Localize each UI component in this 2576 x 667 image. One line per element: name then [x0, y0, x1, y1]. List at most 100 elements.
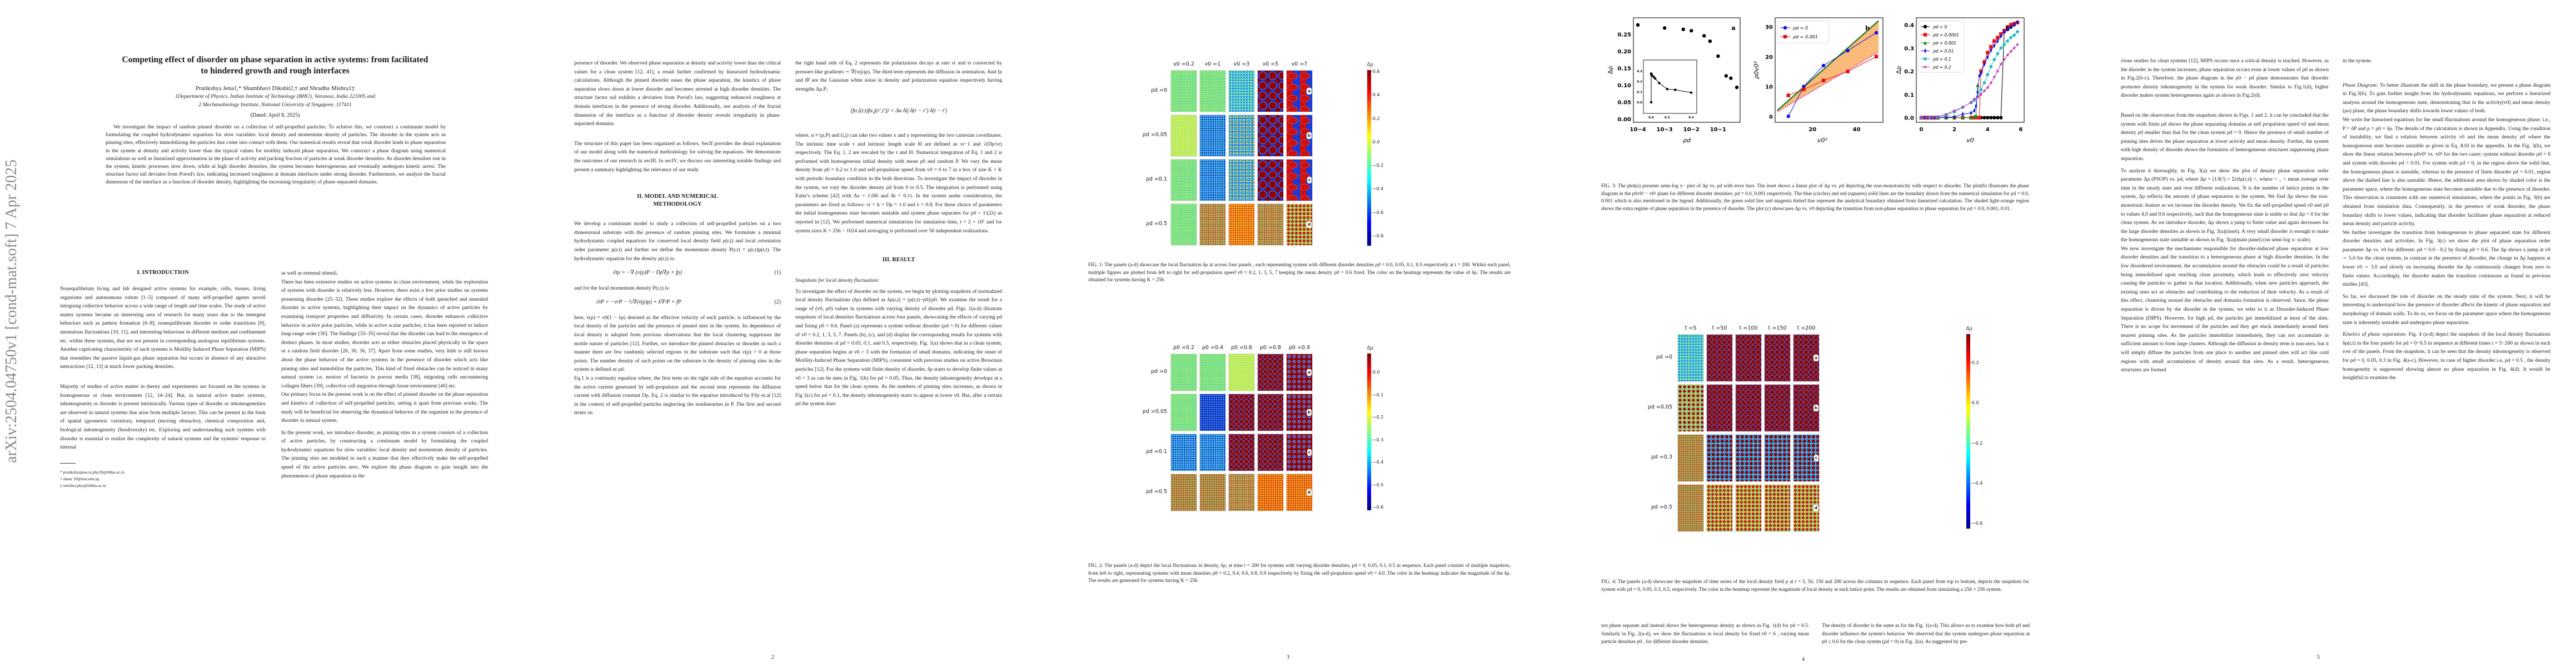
fig3c-x-tick: 2 [1952, 127, 1956, 133]
fig3b-data-point [1874, 31, 1879, 35]
fig3b-data-point [1786, 93, 1790, 97]
fig3c-data-point [1989, 45, 1993, 49]
fig4-heatmap-tile [1764, 484, 1791, 532]
fig2-heatmap-tile [1228, 474, 1255, 511]
fig3c-data-point [1986, 54, 1989, 60]
fig3c-data-point [1980, 71, 1982, 76]
fig1-colorbar-tick: -0.2 [1371, 116, 1380, 121]
page-3: v0 =0.2 v0 =1 v0 =3 v0 =5 v0 =7 ρd =0 a ρd =0.0… [1030, 0, 1546, 667]
paragraph: We write the linearised equations for th… [2343, 116, 2550, 227]
section-heading-model: II. MODEL AND NUMERICAL METHODOLOGY [637, 193, 718, 208]
fig4-colorbar-tick: -−0.4 [1970, 480, 1983, 486]
fig1-heatmap-tile [1228, 115, 1255, 157]
fig1-colorbar [1367, 70, 1371, 246]
paragraph: the right hand side of Eq. 2 represents … [795, 60, 1002, 92]
fig2-heatmap-tile: a [1286, 354, 1313, 391]
fig3c-data-point [1983, 62, 1986, 67]
fig1-heatmap-tile [1170, 115, 1197, 157]
fig2-heatmap-tile [1257, 474, 1284, 511]
fig2-heatmap-tile [1170, 434, 1197, 471]
fig3c-data-point [1961, 112, 1964, 117]
fig4-colorbar-tick: -0.0 [1970, 400, 1979, 406]
title-line-2: to hindered growth and rough interfaces [201, 66, 350, 76]
title-line-1: Competing effect of disorder on phase se… [122, 55, 428, 64]
fig1-colorbar-tick: -−0.4 [1371, 186, 1384, 192]
paragraph: Nonequilibrium living and lab designed a… [60, 286, 266, 370]
fig1-panel-badge: d [1306, 221, 1312, 228]
fig3c-data-point [1993, 43, 1996, 48]
paragraph: We further investigate the transition fr… [2343, 229, 2550, 288]
fig3c-data-point [1996, 52, 2000, 56]
fig1-heatmap-tile [1199, 115, 1226, 157]
fig3a-data-point [1636, 23, 1640, 27]
fig3c-x-label: v0 [1966, 137, 1974, 144]
fig3c-legend-label: ρd = 0.0001 [1933, 33, 1959, 38]
page-number: 3 [1287, 654, 1289, 660]
fig3b-y-tick: 30 [1765, 24, 1773, 31]
fig2-panel-badge: d [1306, 489, 1312, 496]
fig4-column-label: t =150 [1768, 325, 1787, 331]
paragraph: To investigate the effect of disorder on… [795, 288, 1002, 407]
fig3b-y-tick: 10 [1765, 84, 1773, 91]
figure-4-caption: FIG. 4: The panels (a-d) showcase the sn… [1601, 579, 2029, 592]
page4-right-column: The density of disorder is the same as f… [1822, 623, 2030, 644]
fig2-column-label: ρ0 =0.2 [1173, 345, 1195, 351]
fig2-heatmap-tile [1228, 394, 1255, 431]
fig1-heatmap-tile: b [1286, 115, 1313, 157]
fig1-colorbar-tick: -−0.8 [1371, 233, 1384, 238]
fig3a-x-tick: 10−2 [1683, 127, 1700, 133]
fig3a-inset-y-tick: 0.1 [1637, 91, 1642, 94]
fig4-heatmap-tile: a [1793, 334, 1820, 382]
fig3c-x-tick: 6 [2019, 127, 2023, 133]
fig2-colorbar-tick: -0.0 [1371, 370, 1380, 375]
fig4-colorbar-tick: -0.2 [1970, 360, 1979, 365]
fig2-heatmap-tile [1199, 474, 1226, 511]
fig3c-data-point: ★ [2009, 49, 2013, 55]
fig3c-data-point [2012, 33, 2016, 37]
equation-1: ∂tρ = −∇.(v(ρ)P − Dρ∇ρ + fρ) (1) [613, 270, 781, 276]
fig3c-data-point [1920, 116, 1923, 120]
fig4-column-label: t =100 [1739, 325, 1758, 331]
fig3a-inset-x-tick: 0.5 [1688, 116, 1694, 120]
fig3c-data-point [2002, 43, 2006, 46]
fig1-panel-badge: a [1307, 88, 1312, 94]
fig3c-y-tick: 0.4 [1904, 23, 1914, 29]
fig1-colorbar-tick: -0.4 [1371, 92, 1380, 98]
fig3c-data-point: ★ [1944, 112, 1949, 117]
fig4-heatmap-tile [1735, 384, 1762, 432]
page-number: 5 [2317, 654, 2320, 660]
fig4-heatmap-tile [1735, 434, 1762, 482]
fig3c-y-tick: 0.1 [1904, 92, 1914, 98]
affiliation-2: 2 Mechanobiology Institute, National Uni… [198, 102, 352, 108]
fig1-heatmap-tile [1257, 115, 1284, 157]
fig2-heatmap-tile [1228, 354, 1255, 391]
fig1-heatmap-tile [1257, 70, 1284, 112]
footnote: ‡ smishra.phy@iitbhu.ac.in [60, 482, 106, 488]
fig3a-y-tick: 0.05 [1617, 99, 1631, 106]
abstract: We investigate the impact of random pinn… [106, 124, 446, 186]
fig3a-data-point [1716, 54, 1720, 58]
fig3c-data-point [1972, 115, 1976, 118]
paragraph: as well as external stimuli. [281, 270, 338, 276]
page-number: 2 [771, 654, 774, 660]
fig3c-y-tick: 0.3 [1904, 46, 1914, 52]
fig2-colorbar-tick: -−0.4 [1371, 460, 1384, 465]
fig3c-data-point [2009, 36, 2013, 39]
fig3c-data-point [1989, 64, 1993, 68]
paragraph: vious studies for clean systems [12], MI… [2121, 58, 2329, 99]
fig3a-inset-point [1674, 88, 1677, 91]
fig3b-legend-label: ρd = 0 [1793, 26, 1808, 31]
fig1-heatmap-tile [1170, 203, 1197, 246]
fig3c-data-point: ★ [1972, 97, 1976, 102]
fig3a-inset-point [1690, 91, 1693, 94]
fig1-heatmap-tile [1257, 203, 1284, 246]
footnote: * pratikshyajena.rs.phy20@itbhu.ac.in [60, 469, 124, 475]
fig4-row-label: ρd =0.3 [1651, 454, 1672, 460]
fig3c-y-tick: 0.2 [1904, 69, 1914, 75]
fig3c-legend-box [1918, 21, 1965, 73]
fig3a-data-point [1690, 29, 1693, 33]
fig4-heatmap-tile [1706, 334, 1733, 382]
fig3c-data-point [1992, 58, 1996, 62]
fig3c-data-point: ★ [1936, 115, 1940, 120]
fig2-column-label: ρ0 =0.6 [1230, 345, 1253, 351]
